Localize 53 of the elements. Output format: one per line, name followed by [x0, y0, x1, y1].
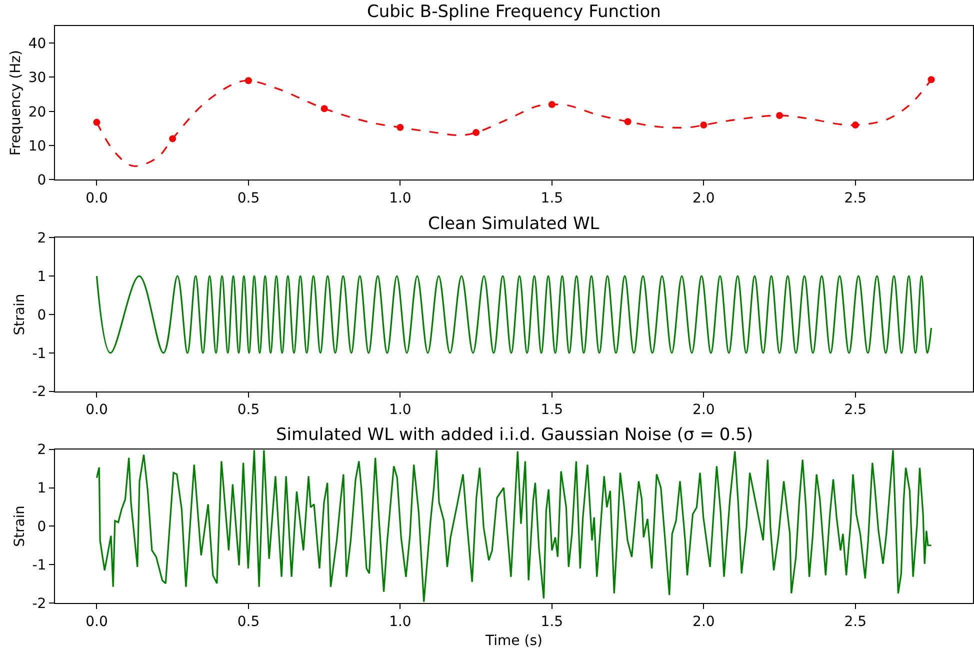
- point: [93, 118, 100, 126]
- y-axis-title: Frequency (Hz): [8, 50, 24, 156]
- x-tick-label: 0.5: [237, 614, 260, 630]
- point: [548, 101, 556, 108]
- point: [244, 77, 252, 84]
- y-tick-label: 2: [37, 230, 46, 247]
- line-series: [96, 449, 932, 603]
- y-tick-label: 0: [37, 519, 46, 536]
- y-axis-title: Strain: [12, 294, 28, 336]
- x-tick-label: 1.0: [389, 190, 412, 206]
- y-tick-label: -1: [32, 346, 46, 362]
- x-tick-label: 0.0: [86, 614, 108, 630]
- y-axis-title: Strain: [12, 505, 28, 547]
- point: [396, 124, 404, 131]
- y-tick-label: -1: [32, 557, 46, 574]
- point: [624, 118, 632, 126]
- x-tick-label: 0.5: [237, 190, 260, 206]
- x-tick-label: 1.5: [540, 402, 564, 418]
- x-tick-label: 0.5: [237, 402, 260, 418]
- x-tick-label: 1.5: [540, 190, 564, 206]
- y-tick-label: -2: [32, 384, 46, 400]
- y-tick-label: 30: [28, 70, 46, 86]
- x-axis-title: Time (s): [484, 633, 542, 650]
- x-tick-label: 2.5: [844, 190, 867, 206]
- x-tick-label: 0.0: [86, 402, 108, 418]
- chart-title: Clean Simulated WL: [428, 214, 600, 234]
- x-tick-label: 2.5: [844, 614, 867, 630]
- point: [928, 76, 935, 84]
- x-tick-label: 2.0: [692, 402, 715, 418]
- y-tick-label: -2: [32, 596, 46, 612]
- y-tick-label: 40: [28, 36, 46, 52]
- point: [169, 135, 176, 142]
- x-tick-label: 2.0: [692, 190, 715, 206]
- x-tick-label: 0.0: [86, 190, 108, 206]
- y-tick-label: 1: [37, 268, 46, 285]
- x-tick-label: 1.0: [389, 402, 412, 418]
- x-tick-label: 2.0: [692, 614, 715, 630]
- point: [852, 122, 859, 129]
- y-tick-label: 1: [37, 480, 46, 497]
- point: [776, 112, 784, 119]
- x-tick-label: 1.0: [389, 614, 412, 630]
- point: [700, 122, 708, 129]
- y-tick-label: 0: [37, 172, 46, 189]
- y-tick-label: 0: [37, 307, 46, 324]
- x-tick-label: 2.5: [844, 402, 867, 418]
- chart-title: Simulated WL with added i.i.d. Gaussian Noise (σ = 0.5): [276, 425, 754, 445]
- y-tick-label: 2: [37, 442, 46, 458]
- chart-title: Cubic B-Spline Frequency Function: [367, 2, 661, 22]
- x-tick-label: 1.5: [540, 614, 564, 630]
- y-tick-label: 10: [28, 138, 46, 154]
- point: [320, 105, 328, 112]
- point: [472, 129, 480, 136]
- y-tick-label: 20: [28, 104, 46, 120]
